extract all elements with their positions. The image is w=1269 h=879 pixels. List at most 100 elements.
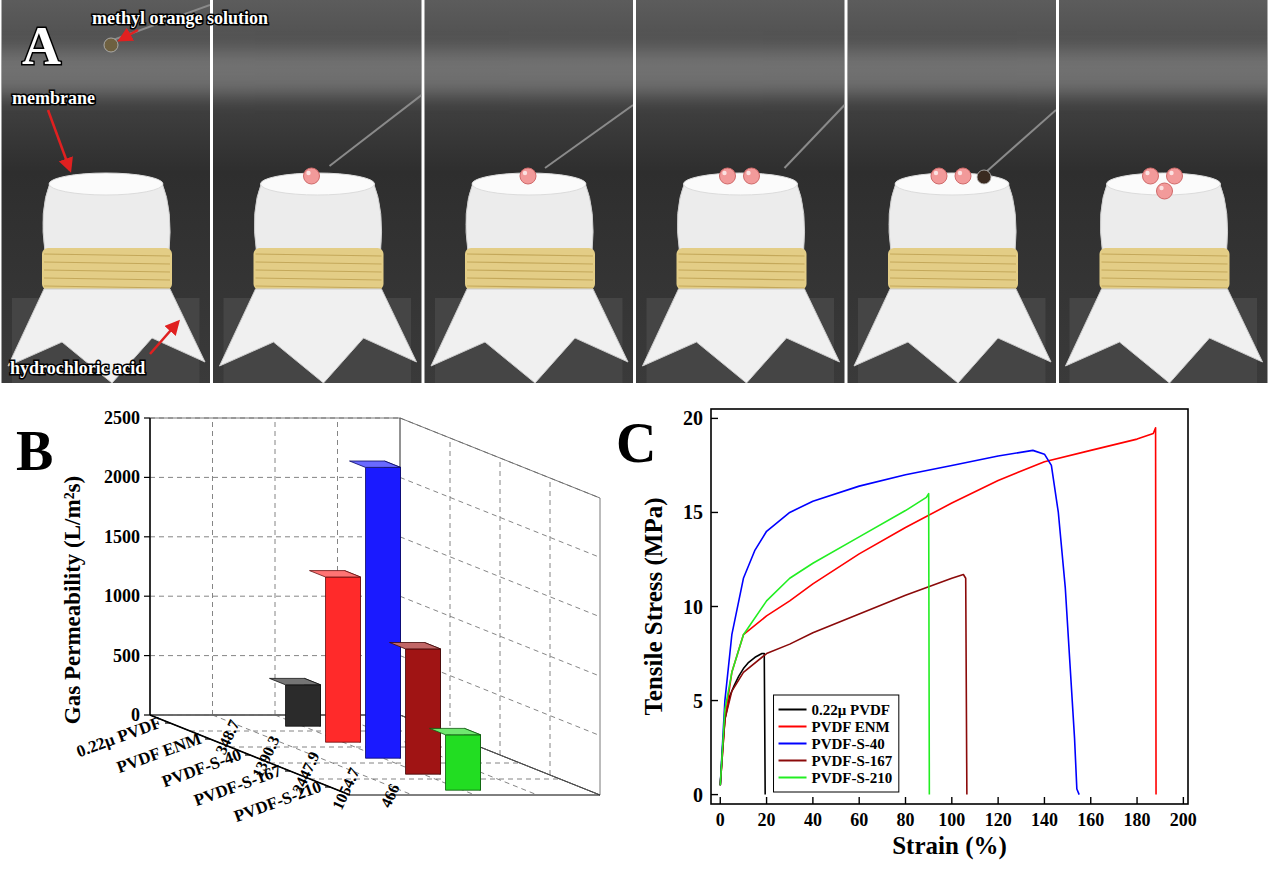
rubber-band-line bbox=[467, 278, 593, 280]
x-tick bbox=[205, 738, 210, 739]
x-tick-label: 40 bbox=[804, 810, 822, 830]
bar-panel: 05001000150020002500Gas Permeability (L/… bbox=[16, 408, 600, 826]
rubber-band bbox=[254, 248, 384, 290]
droplet bbox=[720, 168, 736, 184]
needle bbox=[986, 110, 1056, 172]
x-tick-label: 200 bbox=[1170, 810, 1197, 830]
x-tick-label: PVDF-S-210 bbox=[231, 777, 324, 826]
rubber-band bbox=[1100, 248, 1230, 290]
series-line bbox=[720, 428, 1156, 795]
droplet bbox=[1167, 168, 1183, 184]
y-tick-label: 0 bbox=[693, 784, 703, 806]
bar bbox=[350, 461, 401, 758]
rubber-band-line bbox=[44, 270, 170, 272]
y-tick bbox=[711, 418, 718, 419]
y-tick-label: 1500 bbox=[104, 527, 140, 547]
y-tick bbox=[144, 417, 150, 418]
photo-frame bbox=[1059, 0, 1268, 383]
cloth bbox=[1100, 183, 1227, 252]
membrane bbox=[895, 173, 1009, 195]
legend-swatch bbox=[779, 760, 807, 762]
x-tick bbox=[165, 722, 170, 723]
rubber-band-line bbox=[467, 254, 593, 256]
arrow bbox=[150, 322, 178, 354]
series-line bbox=[720, 450, 1079, 794]
y-tick-label: 2500 bbox=[104, 408, 140, 428]
bars bbox=[270, 461, 481, 790]
window-light bbox=[848, 50, 1057, 95]
rubber-band-line bbox=[890, 262, 1016, 264]
rubber-band-line bbox=[679, 270, 805, 272]
x-tick bbox=[325, 786, 330, 787]
y-tick-label: 1000 bbox=[104, 586, 140, 606]
rubber-band-line bbox=[890, 254, 1016, 256]
window-light bbox=[425, 50, 634, 95]
bar-top bbox=[350, 461, 401, 467]
membrane bbox=[49, 173, 163, 195]
droplet bbox=[520, 168, 536, 184]
x-tick-label: 0 bbox=[716, 810, 725, 830]
rubber-band-line bbox=[467, 262, 593, 264]
y-tick bbox=[144, 536, 150, 537]
droplet-highlight bbox=[1145, 171, 1149, 175]
y-tick-label: 5 bbox=[693, 690, 703, 712]
y-axis-title: Tensile Stress (MPa) bbox=[640, 497, 668, 715]
cloth-skirt bbox=[431, 289, 628, 383]
membrane bbox=[684, 173, 798, 195]
grid-line bbox=[150, 655, 400, 656]
bar-top bbox=[390, 643, 441, 649]
line-panel: 02040608010012014016018020005101520Strai… bbox=[616, 407, 1197, 860]
x-tick-label: 20 bbox=[758, 810, 776, 830]
x-tick-label: 60 bbox=[850, 810, 868, 830]
photo-frame bbox=[2, 0, 211, 383]
photo-frame bbox=[425, 0, 634, 383]
bar-top bbox=[430, 728, 481, 734]
x-axis-title: Strain (%) bbox=[892, 832, 1007, 860]
droplet-highlight bbox=[523, 171, 527, 175]
x-tick-label: 180 bbox=[1124, 810, 1151, 830]
x-tick-label: 160 bbox=[1077, 810, 1104, 830]
window-light bbox=[636, 50, 845, 95]
droplet-highlight bbox=[722, 171, 726, 175]
rubber-band-line bbox=[256, 278, 382, 280]
y-tick-label: 20 bbox=[683, 407, 703, 429]
cloth-skirt bbox=[854, 289, 1051, 383]
y-tick bbox=[144, 655, 150, 656]
rubber-band-line bbox=[1102, 286, 1228, 288]
y-axis bbox=[149, 418, 151, 715]
bar-front bbox=[326, 577, 361, 742]
needle bbox=[545, 105, 633, 168]
y-axis-title: Gas Permeability (L/m²s) bbox=[60, 476, 85, 724]
wall-grid-line bbox=[550, 478, 551, 775]
needle-drop bbox=[104, 38, 118, 52]
needle-drop bbox=[977, 170, 991, 184]
bar bbox=[310, 571, 361, 743]
arrow bbox=[120, 30, 138, 40]
rubber-band-line bbox=[44, 278, 170, 280]
rubber-band-line bbox=[44, 286, 170, 288]
droplet bbox=[955, 168, 971, 184]
rubber-band-line bbox=[256, 286, 382, 288]
plot-frame bbox=[711, 409, 1188, 804]
legend-swatch bbox=[779, 777, 807, 779]
droplet-highlight bbox=[746, 171, 750, 175]
droplet-highlight bbox=[958, 171, 962, 175]
droplet-highlight bbox=[306, 171, 310, 175]
x-tick bbox=[951, 797, 952, 804]
legend-swatch bbox=[779, 709, 807, 711]
figure: Amethyl orange solutionmembranehydrochlo… bbox=[0, 0, 1269, 879]
wall-grid-line bbox=[212, 418, 213, 715]
rubber-band-line bbox=[44, 254, 170, 256]
legend-label: PVDF-S-40 bbox=[812, 736, 885, 752]
rubber-band-line bbox=[256, 262, 382, 264]
x-tick bbox=[720, 797, 721, 804]
y-tick bbox=[711, 794, 718, 795]
y-tick bbox=[711, 606, 718, 607]
droplet-highlight bbox=[1169, 171, 1173, 175]
rubber-band bbox=[677, 248, 807, 290]
cloth-skirt bbox=[643, 289, 840, 383]
data-label: 1054.7 bbox=[329, 765, 363, 812]
rubber-band-line bbox=[44, 262, 170, 264]
bar-front bbox=[366, 467, 401, 758]
rubber-band-line bbox=[1102, 278, 1228, 280]
